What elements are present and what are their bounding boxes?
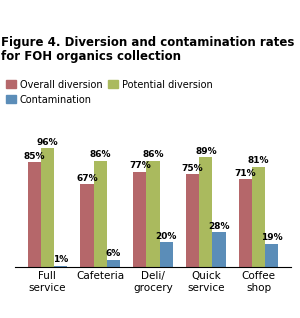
- Bar: [107, 260, 120, 267]
- Legend: Overall diversion, Contamination, Potential diversion: Overall diversion, Contamination, Potent…: [6, 80, 212, 105]
- Bar: [133, 172, 146, 267]
- Text: 89%: 89%: [195, 147, 217, 156]
- Bar: [239, 179, 252, 267]
- Text: 75%: 75%: [182, 164, 203, 173]
- Text: 85%: 85%: [23, 151, 45, 161]
- Bar: [80, 184, 94, 267]
- Text: 96%: 96%: [37, 138, 58, 147]
- Bar: [186, 174, 199, 267]
- Bar: [94, 161, 107, 267]
- Bar: [212, 232, 226, 267]
- Bar: [199, 157, 212, 267]
- Text: Figure 4. Diversion and contamination rates: Figure 4. Diversion and contamination ra…: [1, 37, 295, 49]
- Bar: [146, 161, 160, 267]
- Text: 86%: 86%: [142, 150, 164, 159]
- Bar: [265, 244, 278, 267]
- Bar: [160, 242, 173, 267]
- Bar: [28, 162, 41, 267]
- Text: 86%: 86%: [89, 150, 111, 159]
- Text: 1%: 1%: [53, 255, 68, 264]
- Text: 28%: 28%: [208, 222, 230, 231]
- Text: for FOH organics collection: for FOH organics collection: [1, 50, 181, 63]
- Text: 19%: 19%: [261, 233, 283, 242]
- Text: 77%: 77%: [129, 162, 151, 170]
- Text: 67%: 67%: [76, 174, 98, 183]
- Bar: [41, 149, 54, 267]
- Bar: [54, 266, 67, 267]
- Text: 20%: 20%: [155, 232, 177, 241]
- Text: 71%: 71%: [235, 169, 256, 178]
- Bar: [252, 167, 265, 267]
- Text: 6%: 6%: [106, 249, 121, 258]
- Text: 81%: 81%: [248, 156, 269, 165]
